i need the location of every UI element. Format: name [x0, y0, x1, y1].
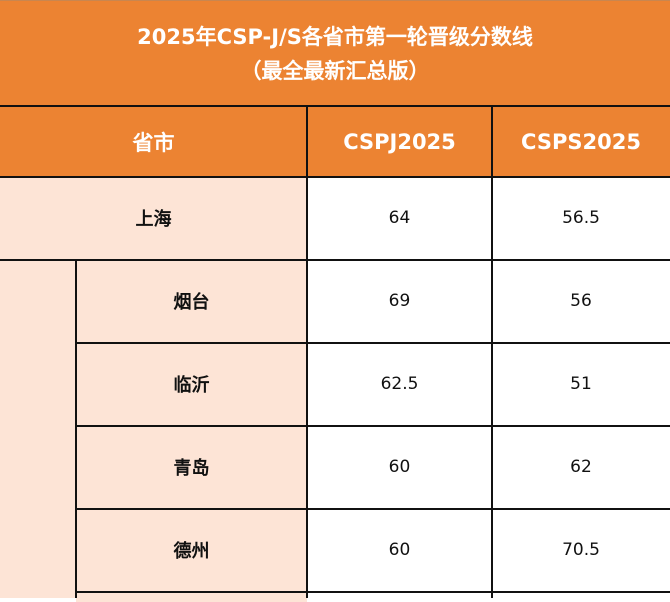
table-row-csps: 70.5 [492, 509, 670, 591]
table-row-cspj: 62.5 [307, 343, 492, 425]
grid-line [0, 176, 670, 178]
table-row-cspj: 69 [307, 260, 492, 342]
grid-line [75, 425, 670, 427]
table-row-partial [76, 592, 307, 602]
table-row-cspj: 64 [307, 177, 492, 259]
table-row-csps: 51 [492, 343, 670, 425]
title-line-1: 2025年CSP-J/S各省市第一轮晋级分数线 [137, 24, 533, 49]
column-header-csps: CSPS2025 [492, 105, 670, 177]
grid-line [491, 105, 493, 598]
table-row-name: 上海 [0, 177, 307, 259]
column-header-province: 省市 [0, 105, 307, 177]
table-title: 2025年CSP-J/S各省市第一轮晋级分数线 （最全最新汇总版） [0, 0, 670, 106]
table-row-cspj: 60 [307, 426, 492, 508]
table-row-csps: 62 [492, 426, 670, 508]
title-line-2: （最全最新汇总版） [240, 58, 430, 83]
grid-line [306, 105, 308, 598]
table-row-name: 德州 [76, 509, 307, 591]
table-row-csps: 56.5 [492, 177, 670, 259]
grid-line [75, 342, 670, 344]
merged-province-cell [0, 260, 76, 598]
grid-line [0, 259, 670, 261]
table-row-name: 临沂 [76, 343, 307, 425]
table-row-cspj: 60 [307, 509, 492, 591]
table-row-csps: 56 [492, 260, 670, 342]
table-row-name: 青岛 [76, 426, 307, 508]
table-row-name: 烟台 [76, 260, 307, 342]
column-header-cspj: CSPJ2025 [307, 105, 492, 177]
grid-line [75, 508, 670, 510]
grid-line [75, 259, 77, 598]
grid-line [75, 591, 670, 593]
